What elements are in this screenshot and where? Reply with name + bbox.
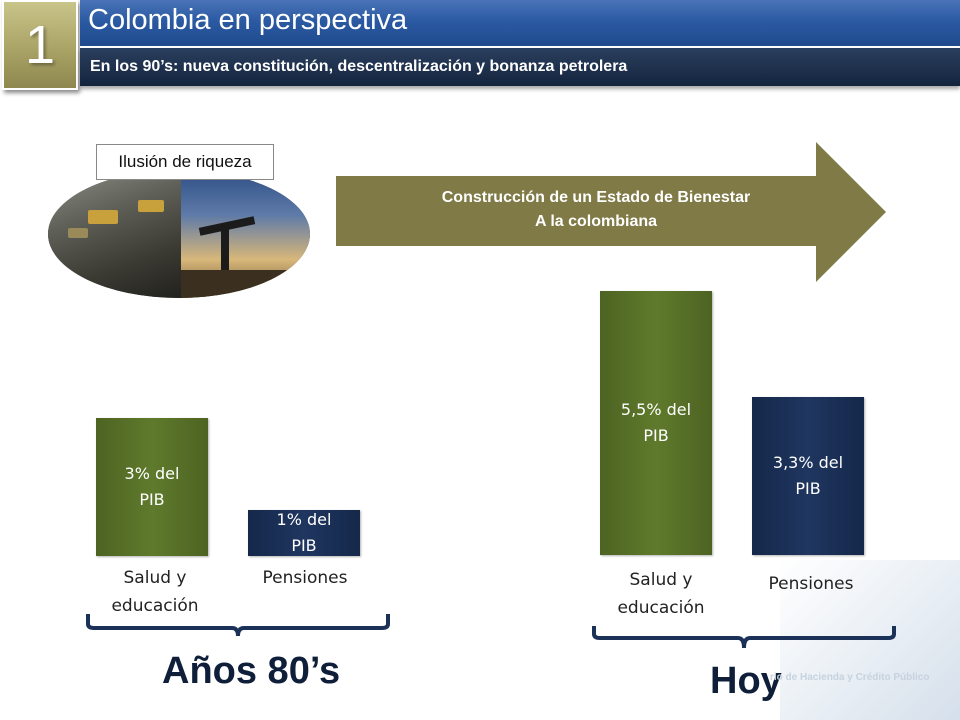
category-label-line: Salud y — [629, 570, 693, 590]
mining-truck-icon — [88, 210, 118, 224]
section-number: 1 — [24, 15, 56, 75]
group-label-80s: Años 80’s — [162, 650, 341, 692]
arrow-caption-line1: Construcción de un Estado de Bienestar — [441, 189, 751, 206]
bar-value-label: 1% del — [276, 510, 332, 529]
bar-80s-salud-educacion: 3% del PIB — [96, 418, 208, 556]
category-label-pensiones: Pensiones — [262, 568, 348, 588]
page-subtitle: En los 90’s: nueva constitución, descent… — [90, 58, 628, 75]
mining-photo — [48, 170, 181, 298]
bar-value-label: 3% del — [124, 464, 180, 483]
bar-hoy-salud-educacion: 5,5% del PIB — [600, 291, 712, 555]
category-label-line: educación — [617, 598, 705, 618]
bar-value-label: 3,3% del — [772, 453, 844, 472]
title-bar — [80, 0, 960, 48]
pumpjack-post — [221, 228, 229, 278]
ministry-watermark: rio de Hacienda y Crédito Público — [770, 672, 930, 683]
bracket-line — [86, 614, 390, 637]
section-number-badge: 1 — [2, 0, 78, 90]
ground — [181, 270, 310, 298]
bar-hoy-pensiones: 3,3% del PIB — [752, 397, 864, 555]
arrow-caption: Construcción de un Estado de Bienestar A… — [336, 186, 856, 234]
mining-truck-icon — [138, 200, 164, 212]
page-title: Colombia en perspectiva — [88, 4, 408, 36]
welfare-state-arrow — [336, 142, 886, 282]
bar-value-label: PIB — [291, 536, 317, 555]
category-label-pensiones: Pensiones — [768, 574, 854, 594]
group-label-hoy: Hoy — [710, 660, 782, 702]
bar-value-label: 5,5% del — [620, 400, 692, 419]
bar-value-label: PIB — [795, 479, 821, 498]
bracket-line — [592, 626, 896, 649]
mining-truck-icon — [68, 228, 88, 238]
oil-photo — [181, 170, 310, 298]
arrow-caption-line2: A la colombiana — [534, 213, 658, 230]
category-label-salud-educacion: Salud y educación — [80, 564, 230, 620]
wealth-illusion-label: Ilusión de riqueza — [96, 144, 274, 180]
category-label-salud-educacion: Salud y educación — [586, 566, 736, 622]
group-bracket-80s — [86, 614, 390, 637]
bar-80s-pensiones: 1% del PIB — [248, 510, 360, 556]
subtitle-bar — [80, 48, 960, 86]
group-bracket-hoy — [592, 626, 896, 649]
category-label-line: educación — [111, 596, 199, 616]
mining-oil-photo — [48, 170, 310, 298]
bar-value-label: PIB — [643, 426, 669, 445]
category-label-line: Salud y — [123, 568, 187, 588]
bar-value-label: PIB — [139, 490, 165, 509]
arrow-shape — [336, 142, 886, 282]
